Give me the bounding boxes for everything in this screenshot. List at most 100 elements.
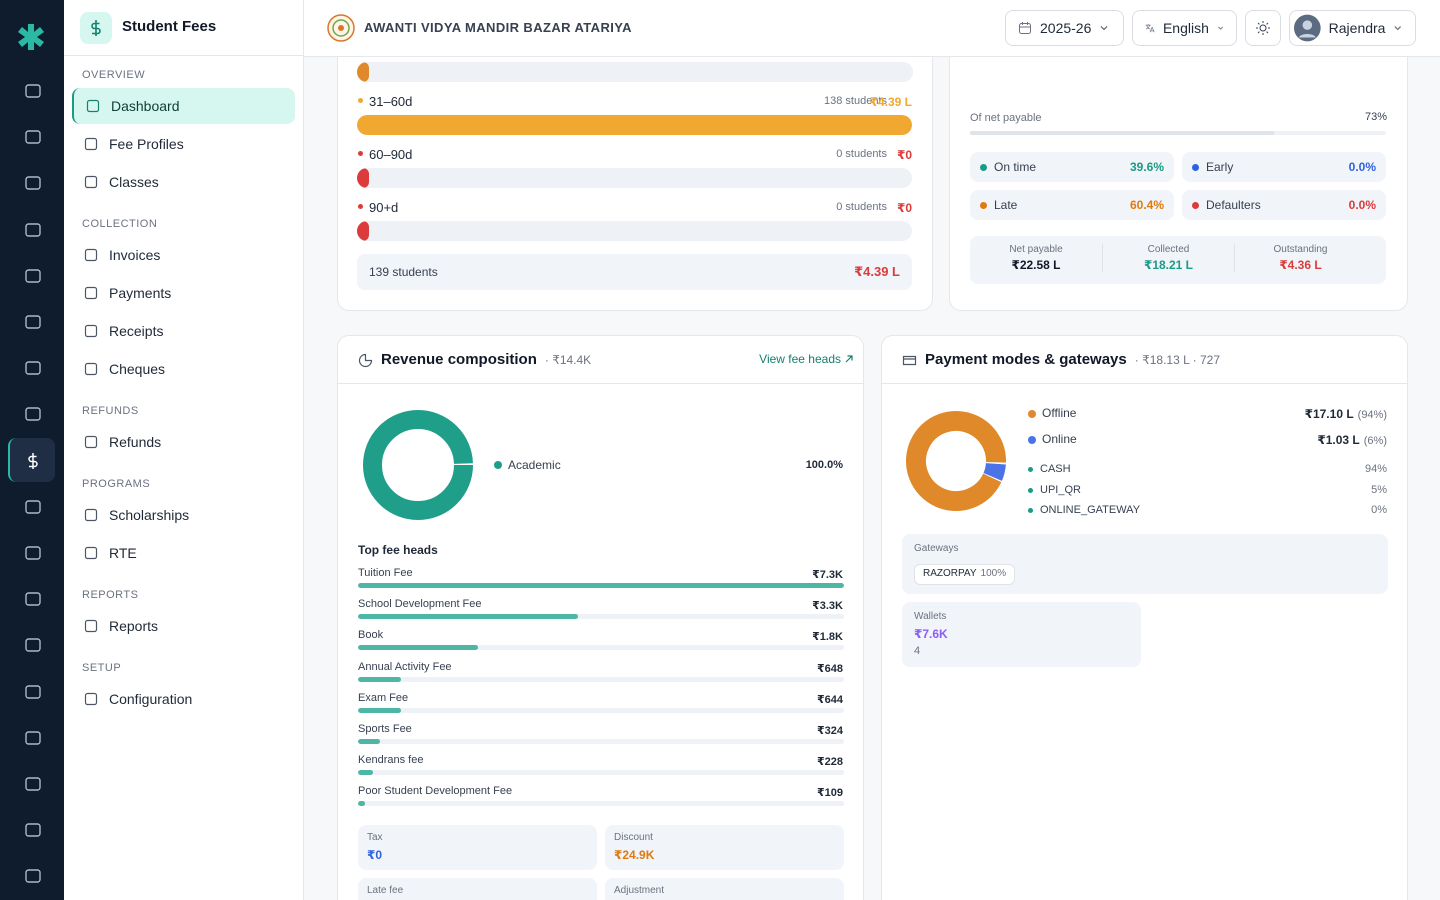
adjustment-label: Tax — [367, 832, 383, 843]
icon-shape — [25, 546, 41, 560]
rail-icon[interactable] — [24, 636, 42, 654]
rail-icon[interactable] — [24, 313, 42, 331]
rail-icon[interactable] — [24, 359, 42, 377]
nav-item[interactable]: Refunds — [72, 424, 295, 460]
legend-name: Academic — [508, 458, 561, 472]
icon-shape — [84, 324, 98, 338]
card-icon — [358, 353, 373, 368]
nav-item[interactable]: Receipts — [72, 313, 295, 349]
wallets-amount: ₹7.6K — [914, 627, 948, 641]
nav-item[interactable]: Scholarships — [72, 497, 295, 533]
rail-icon[interactable] — [24, 590, 42, 608]
donut-slice — [906, 411, 1006, 511]
gateways-box: Gateways RAZORPAY 100% — [902, 534, 1388, 594]
rail-icon[interactable] — [24, 544, 42, 562]
students: 0 students — [836, 148, 887, 160]
theme-toggle[interactable] — [1245, 10, 1281, 46]
adjustment-box: Late fee — [358, 878, 597, 900]
bar-track — [358, 676, 844, 682]
nav-label: Invoices — [109, 247, 161, 263]
wallets-label: Wallets — [914, 611, 947, 622]
mode-name: Offline — [1042, 406, 1077, 420]
method-name: ONLINE_GATEWAY — [1040, 504, 1141, 516]
rail-icon[interactable] — [24, 174, 42, 192]
rail-active — [8, 437, 55, 482]
rail-icon[interactable] — [24, 683, 42, 701]
nav-heading: REFUNDS — [82, 405, 139, 417]
method-value: 94% — [1364, 463, 1387, 475]
method-name: UPI_QR — [1040, 483, 1081, 496]
fee-amount: ₹1.8K — [812, 631, 843, 644]
payments-card: Payment modes & gateways · ₹18.13 L · 727… — [881, 335, 1408, 900]
bucket-dot — [358, 204, 363, 209]
nav-heading: PROGRAMS — [82, 478, 151, 490]
rail-icon[interactable] — [24, 221, 42, 239]
app-logo[interactable] — [16, 22, 46, 52]
icon-shape — [25, 592, 41, 606]
bar — [358, 676, 402, 682]
method-dot — [1028, 508, 1033, 513]
nav-item[interactable]: RTE — [72, 535, 295, 571]
nav-item[interactable]: Cheques — [72, 351, 295, 387]
nav-item[interactable]: Payments — [72, 275, 295, 311]
gateway-share: 100% — [980, 568, 1007, 579]
nav-icon — [86, 99, 100, 113]
rail-icon[interactable] — [24, 82, 42, 100]
adjustment-value: ₹24.9K — [614, 848, 655, 862]
revenue-card: Revenue composition · ₹14.4K View fee head… — [337, 335, 864, 900]
wallets-box: Wallets ₹7.6K 4 — [902, 602, 1141, 667]
collection-card: Of net payable 73% On time 39.6% Early 0.0% La… — [949, 20, 1408, 311]
students: 0 students — [836, 201, 887, 213]
nav-item[interactable]: Configuration — [72, 681, 295, 717]
language-label: English — [1162, 20, 1209, 36]
mode-share: (94%) — [1357, 409, 1387, 421]
method-name: CASH — [1040, 463, 1071, 475]
nav-item[interactable]: Fee Profiles — [72, 126, 295, 162]
bar — [358, 770, 374, 776]
icon-shape — [25, 684, 41, 699]
method-value: 5% — [1371, 483, 1387, 496]
user-menu[interactable]: Rajendra — [1289, 10, 1416, 46]
language-select[interactable]: English — [1132, 10, 1237, 46]
fee-amount: ₹228 — [816, 756, 843, 769]
summary-label: Collected — [1147, 244, 1190, 255]
rail-icon[interactable] — [24, 867, 42, 885]
nav-item[interactable]: Reports — [72, 608, 295, 644]
nav-item[interactable]: Classes — [72, 164, 295, 200]
mode-share: (6%) — [1363, 435, 1387, 447]
nav-icon — [84, 362, 98, 376]
bucket-amount: ₹0 — [896, 201, 912, 215]
summary-col: Net payable ₹22.58 L — [970, 244, 1102, 272]
card-link[interactable]: View fee heads — [759, 352, 841, 366]
nav-label: Classes — [109, 174, 159, 190]
fee-name: Tuition Fee — [358, 567, 413, 579]
icon-shape — [84, 175, 98, 189]
bucket-dot — [358, 98, 363, 103]
rail-icon[interactable] — [24, 267, 42, 285]
nav-icon — [84, 248, 98, 262]
rail-icon[interactable] — [24, 405, 42, 423]
bucket-label: 31–60d — [369, 94, 413, 109]
mode-amount-row: ₹1.03 L (6%) — [1317, 432, 1387, 447]
summary-col: Collected ₹18.21 L — [1102, 244, 1234, 272]
icon-shape — [25, 823, 41, 837]
rail-icon[interactable] — [24, 729, 42, 747]
icon-shape — [25, 222, 41, 237]
rail-icon[interactable] — [24, 452, 42, 470]
year-select[interactable]: 2025-26 — [1005, 10, 1124, 46]
rail-icon[interactable] — [24, 498, 42, 516]
fee-name: Kendrans fee — [358, 754, 424, 767]
nav-item[interactable]: Dashboard — [72, 88, 295, 124]
nav-item[interactable]: Invoices — [72, 237, 295, 273]
rail-icon[interactable] — [24, 775, 42, 793]
dot — [980, 202, 987, 209]
module-icon — [80, 12, 112, 44]
icon-shape — [86, 99, 100, 113]
total-amount: ₹4.39 L — [854, 264, 900, 279]
adjustment-value: ₹0 — [367, 848, 383, 862]
nav-label: Receipts — [109, 323, 164, 339]
fee-amount: ₹644 — [816, 693, 843, 706]
rail-icon[interactable] — [24, 128, 42, 146]
rail-icon[interactable] — [24, 821, 42, 839]
user-name: Rajendra — [1328, 20, 1386, 36]
